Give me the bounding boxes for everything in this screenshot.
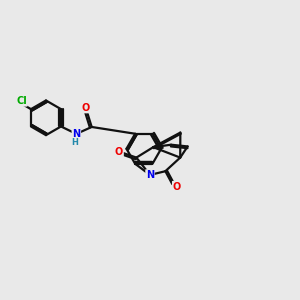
Text: O: O bbox=[115, 147, 123, 157]
Text: Cl: Cl bbox=[16, 96, 27, 106]
Text: O: O bbox=[82, 103, 90, 112]
Text: N: N bbox=[72, 129, 80, 139]
Text: O: O bbox=[172, 182, 181, 192]
Text: H: H bbox=[71, 138, 78, 147]
Text: N: N bbox=[146, 170, 154, 180]
